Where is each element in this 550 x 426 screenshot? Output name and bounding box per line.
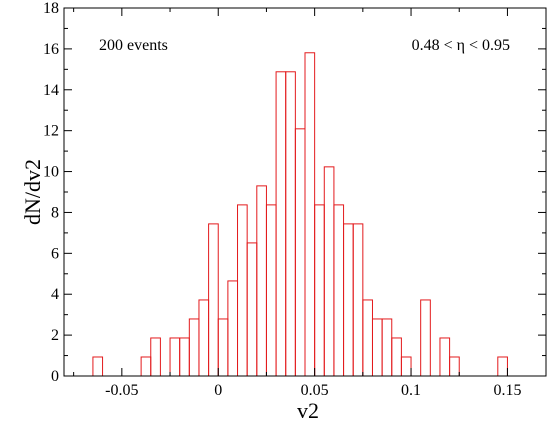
y-tick-label: 8 (51, 204, 59, 221)
eta-range-annotation: 0.48 < η < 0.95 (412, 37, 510, 54)
y-tick-label: 16 (43, 41, 59, 58)
x-tick-label: 0.1 (401, 382, 421, 399)
histogram-bars (92, 52, 508, 377)
y-tick-label: 2 (51, 327, 59, 344)
event-count-annotation: 200 events (99, 37, 168, 54)
y-tick-label: 12 (43, 123, 59, 140)
y-tick-label: 0 (51, 368, 59, 385)
y-tick-label: 4 (51, 286, 59, 303)
x-tick-label: 0 (214, 382, 222, 399)
x-tick-label: -0.05 (105, 382, 138, 399)
x-tick-label: 0.05 (301, 382, 329, 399)
y-tick-label: 10 (43, 164, 59, 181)
y-tick-label: 14 (43, 82, 59, 99)
axis-ticks (64, 7, 546, 377)
x-axis-label: v2 (297, 398, 319, 423)
axis-tick-labels: -0.05 0 0.05 0.1 0.15 0 2 4 6 8 10 12 14 16 18 (43, 0, 521, 399)
x-tick-label: 0.15 (493, 382, 521, 399)
y-axis-label: dN/dv2 (20, 159, 45, 225)
y-tick-label: 6 (51, 245, 59, 262)
y-tick-label: 18 (43, 0, 59, 17)
